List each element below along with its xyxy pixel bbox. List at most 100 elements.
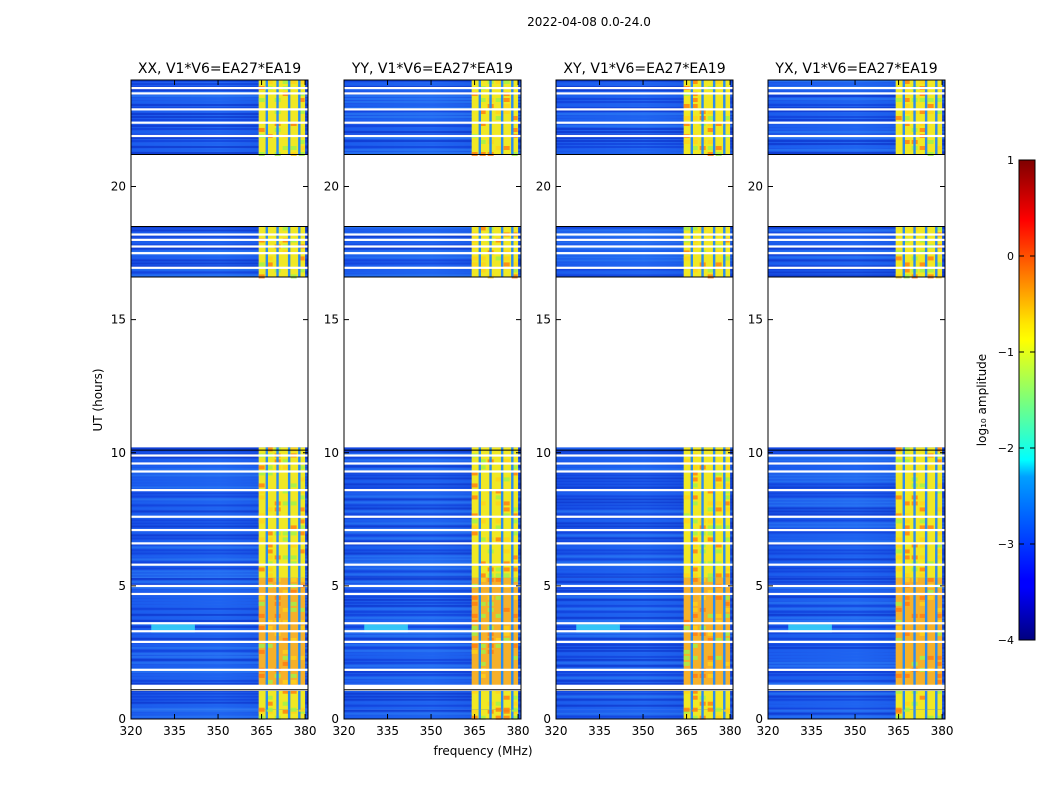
- texture-stripe: [556, 447, 733, 450]
- y-tick-label: 5: [118, 579, 126, 593]
- texture-stripe: [131, 649, 308, 652]
- texture-stripe: [131, 125, 308, 127]
- band-cell: [919, 555, 926, 560]
- texture-stripe: [131, 507, 308, 510]
- band-cell: [935, 543, 942, 548]
- texture-stripe: [344, 534, 521, 537]
- texture-stripe: [131, 140, 308, 142]
- texture-stripe: [131, 552, 308, 555]
- texture-stripe: [344, 110, 521, 112]
- flagged-row: [131, 528, 308, 532]
- panel-2: YY, V1*V6=EA27*EA19 320 335 350 365 380 0 5 10 15…: [324, 61, 530, 738]
- band-cell: [715, 471, 722, 476]
- flagged-row: [131, 684, 308, 687]
- y-tick-label: 15: [536, 313, 551, 327]
- texture-stripe: [131, 676, 308, 679]
- band-cell: [511, 695, 518, 700]
- band-cell: [282, 80, 289, 84]
- band-cell: [691, 268, 698, 273]
- texture-stripe: [768, 468, 945, 471]
- band-cell: [903, 110, 910, 114]
- band-cell: [298, 495, 305, 500]
- band-cell: [919, 501, 926, 506]
- colorbar-label: log₁₀ amplitude: [975, 354, 989, 446]
- texture-stripe: [131, 113, 308, 115]
- band-gap: [478, 80, 481, 155]
- texture-stripe: [768, 259, 945, 262]
- band-cell: [471, 689, 478, 694]
- band-cell: [511, 262, 518, 267]
- band-cell: [903, 122, 910, 126]
- texture-stripe: [556, 525, 733, 528]
- band-cell: [471, 625, 478, 630]
- texture-stripe: [556, 256, 733, 259]
- texture-stripe: [768, 580, 945, 583]
- band-cell: [895, 549, 902, 554]
- band-cell: [903, 98, 910, 102]
- band-cell: [707, 501, 714, 506]
- texture-stripe: [131, 268, 308, 271]
- texture-stripe: [768, 537, 945, 540]
- texture-stripe: [556, 522, 733, 525]
- band-cell: [479, 465, 486, 470]
- texture-stripe: [556, 483, 733, 486]
- texture-stripe: [556, 534, 733, 537]
- band-gap: [276, 226, 279, 278]
- texture-stripe: [131, 549, 308, 552]
- band-cell: [471, 649, 478, 654]
- flagged-row: [556, 134, 733, 138]
- flagged-row: [556, 108, 733, 111]
- band-cell: [495, 567, 502, 572]
- band-cell: [919, 110, 926, 114]
- band-cell: [927, 561, 934, 566]
- band-cell: [903, 274, 910, 279]
- band-cell: [895, 607, 902, 612]
- y-tick-label: 10: [536, 446, 551, 460]
- band-gap: [902, 689, 905, 710]
- band-cell: [282, 489, 289, 494]
- band-cell: [266, 549, 273, 554]
- band-cell: [691, 116, 698, 120]
- band-cell: [503, 695, 510, 700]
- texture-stripe: [768, 477, 945, 480]
- flagged-row: [556, 462, 733, 465]
- panel-frame: [767, 79, 946, 720]
- band-gap: [924, 447, 928, 578]
- band-cell: [919, 268, 926, 273]
- colorbar-ticks: 1 0 −1 −2 −3 −4: [998, 154, 1035, 647]
- colorbar-tick-label: 0: [1007, 250, 1014, 263]
- band-cell: [707, 537, 714, 542]
- texture-stripe: [768, 492, 945, 495]
- texture-stripe: [344, 95, 521, 97]
- flagged-row: [344, 592, 521, 596]
- texture-stripe: [344, 128, 521, 130]
- texture-stripe: [768, 613, 945, 616]
- flagged-row: [556, 668, 733, 671]
- band-cell: [691, 549, 698, 554]
- band-cell: [290, 689, 297, 694]
- flagged-row: [131, 252, 308, 255]
- band-cell: [298, 507, 305, 512]
- band-cell: [935, 715, 942, 720]
- texture-stripe: [556, 143, 733, 145]
- band-cell: [282, 619, 289, 624]
- band-cell: [903, 268, 910, 273]
- texture-stripe: [556, 698, 733, 701]
- band-cell: [266, 695, 273, 700]
- texture-stripe: [768, 507, 945, 510]
- band-cell: [511, 643, 518, 648]
- texture-stripe: [131, 673, 308, 676]
- band-cell: [495, 525, 502, 530]
- band-cell: [511, 567, 518, 572]
- flagged-row: [344, 238, 521, 241]
- band-gap: [701, 447, 704, 578]
- band-cell: [919, 519, 926, 524]
- band-cell: [503, 707, 510, 712]
- texture-stripe: [768, 715, 945, 718]
- texture-stripe: [344, 664, 521, 667]
- texture-stripe: [131, 522, 308, 525]
- texture-stripe: [768, 498, 945, 501]
- texture-stripe: [344, 646, 521, 649]
- band-cell: [495, 477, 502, 482]
- band-cell: [715, 501, 722, 506]
